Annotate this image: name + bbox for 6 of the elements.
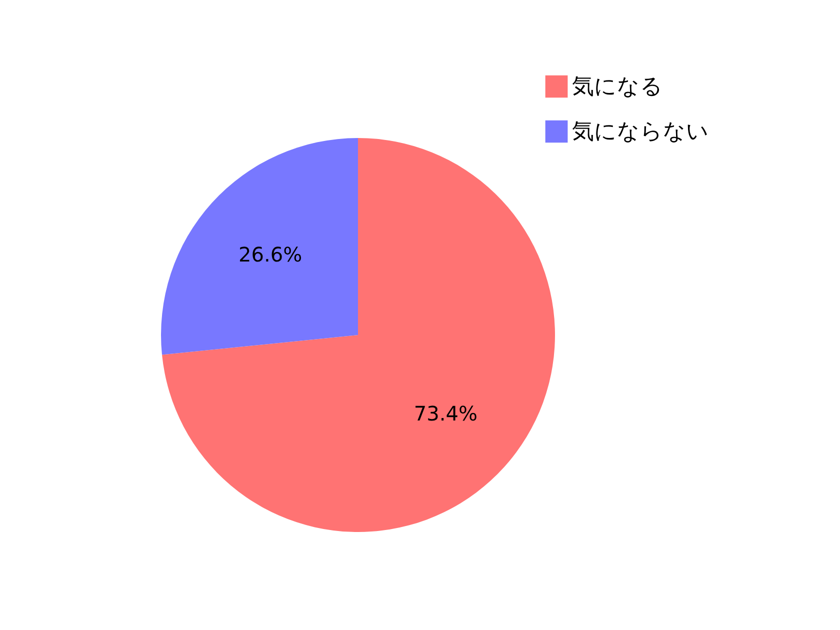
data-label: 26.6% <box>238 242 302 267</box>
legend-label: 気にならない <box>572 120 709 144</box>
pie-slice <box>162 138 555 532</box>
data-label: 73.4% <box>414 401 478 426</box>
legend-label: 気になる <box>572 74 663 100</box>
pie-slice <box>161 138 358 355</box>
